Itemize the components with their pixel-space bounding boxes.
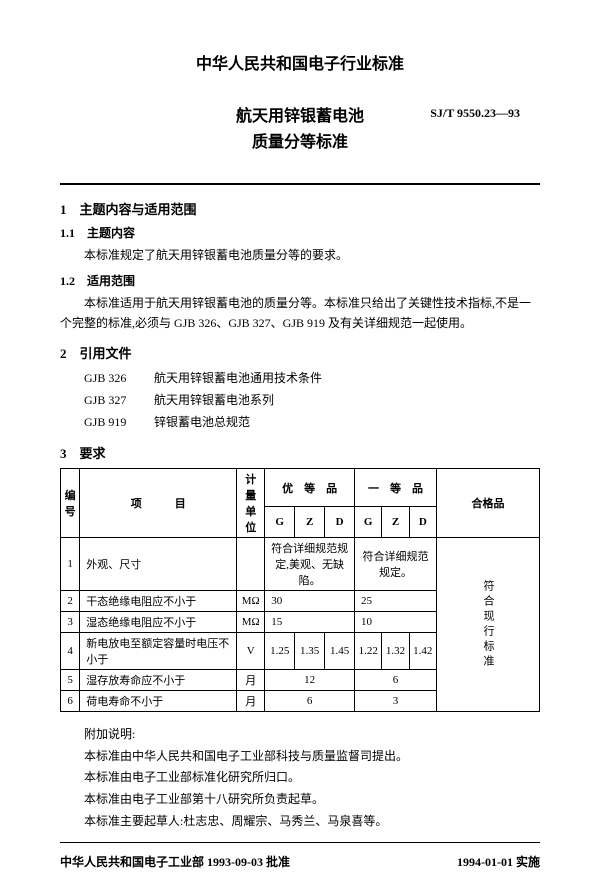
title-line-1: 航天用锌银蓄电池 xyxy=(236,104,364,130)
col-z: Z xyxy=(382,507,409,538)
section-1-1-heading: 1.1 主题内容 xyxy=(60,224,540,241)
ref-name: 航天用锌银蓄电池系列 xyxy=(154,390,274,412)
section-1-2-body: 本标准适用于航天用锌银蓄电池的质量分等。本标准只给出了关键性技术指标,不是一个完… xyxy=(60,293,540,334)
additional-notes: 附加说明: 本标准由中华人民共和国电子工业部科技与质量监督司提出。 本标准由电子… xyxy=(60,724,540,832)
document-title: 航天用锌银蓄电池 质量分等标准 xyxy=(236,104,364,155)
col-item: 项 目 xyxy=(80,469,237,538)
divider-thick xyxy=(60,183,540,185)
country-standard-heading: 中华人民共和国电子行业标准 xyxy=(60,50,540,74)
col-g: G xyxy=(355,507,382,538)
requirements-table: 编号 项 目 计量单位 优 等 品 一 等 品 合格品 G Z D G Z D … xyxy=(60,468,540,712)
effective-date: 1994-01-01 实施 xyxy=(457,853,540,870)
note-line: 本标准主要起草人:杜志忠、周耀宗、马秀兰、马泉喜等。 xyxy=(60,811,540,833)
col-first-grade: 一 等 品 xyxy=(355,469,437,507)
section-2-heading: 2 引用文件 xyxy=(60,343,540,362)
divider-thin xyxy=(60,842,540,843)
standard-page: 中华人民共和国电子行业标准 航天用锌银蓄电池 质量分等标准 SJ/T 9550.… xyxy=(0,0,600,872)
reference-item: GJB 326 航天用锌银蓄电池通用技术条件 xyxy=(84,368,540,390)
ref-name: 航天用锌银蓄电池通用技术条件 xyxy=(154,368,322,390)
ref-code: GJB 326 xyxy=(84,368,154,390)
col-qualified: 合格品 xyxy=(436,469,539,538)
col-g: G xyxy=(265,507,295,538)
note-line: 本标准由电子工业部标准化研究所归口。 xyxy=(60,767,540,789)
section-1-title: 主题内容与适用范围 xyxy=(80,202,197,217)
notes-lead: 附加说明: xyxy=(60,724,540,746)
col-top-grade: 优 等 品 xyxy=(265,469,355,507)
qualified-cell: 符合现行标准 xyxy=(436,538,539,712)
table-row: 1 外观、尺寸 符合详细规范规定,美观、无缺陷。 符合详细规范规定。 符合现行标… xyxy=(61,538,540,591)
approval-text: 中华人民共和国电子工业部 1993-09-03 批准 xyxy=(60,853,290,870)
ref-code: GJB 919 xyxy=(84,412,154,434)
note-line: 本标准由电子工业部第十八研究所负责起草。 xyxy=(60,789,540,811)
col-z: Z xyxy=(295,507,325,538)
standard-code: SJ/T 9550.23—93 xyxy=(430,106,520,121)
section-1-1-body: 本标准规定了航天用锌银蓄电池质量分等的要求。 xyxy=(60,245,540,265)
reference-list: GJB 326 航天用锌银蓄电池通用技术条件 GJB 327 航天用锌银蓄电池系… xyxy=(84,368,540,433)
page-footer: 中华人民共和国电子工业部 1993-09-03 批准 1994-01-01 实施 xyxy=(60,853,540,870)
section-1-heading: 1 主题内容与适用范围 xyxy=(60,199,540,218)
reference-item: GJB 919 锌银蓄电池总规范 xyxy=(84,412,540,434)
col-unit: 计量单位 xyxy=(237,469,265,538)
section-1-2-heading: 1.2 适用范围 xyxy=(60,272,540,289)
reference-item: GJB 327 航天用锌银蓄电池系列 xyxy=(84,390,540,412)
note-line: 本标准由中华人民共和国电子工业部科技与质量监督司提出。 xyxy=(60,746,540,768)
section-3-heading: 3 要求 xyxy=(60,443,540,462)
section-1-num: 1 xyxy=(60,202,67,217)
title-line-2: 质量分等标准 xyxy=(236,130,364,156)
ref-code: GJB 327 xyxy=(84,390,154,412)
col-d: D xyxy=(325,507,355,538)
table-header-row: 编号 项 目 计量单位 优 等 品 一 等 品 合格品 xyxy=(61,469,540,507)
col-no: 编号 xyxy=(61,469,80,538)
col-d: D xyxy=(409,507,436,538)
title-block: 航天用锌银蓄电池 质量分等标准 SJ/T 9550.23—93 xyxy=(60,104,540,155)
ref-name: 锌银蓄电池总规范 xyxy=(154,412,250,434)
